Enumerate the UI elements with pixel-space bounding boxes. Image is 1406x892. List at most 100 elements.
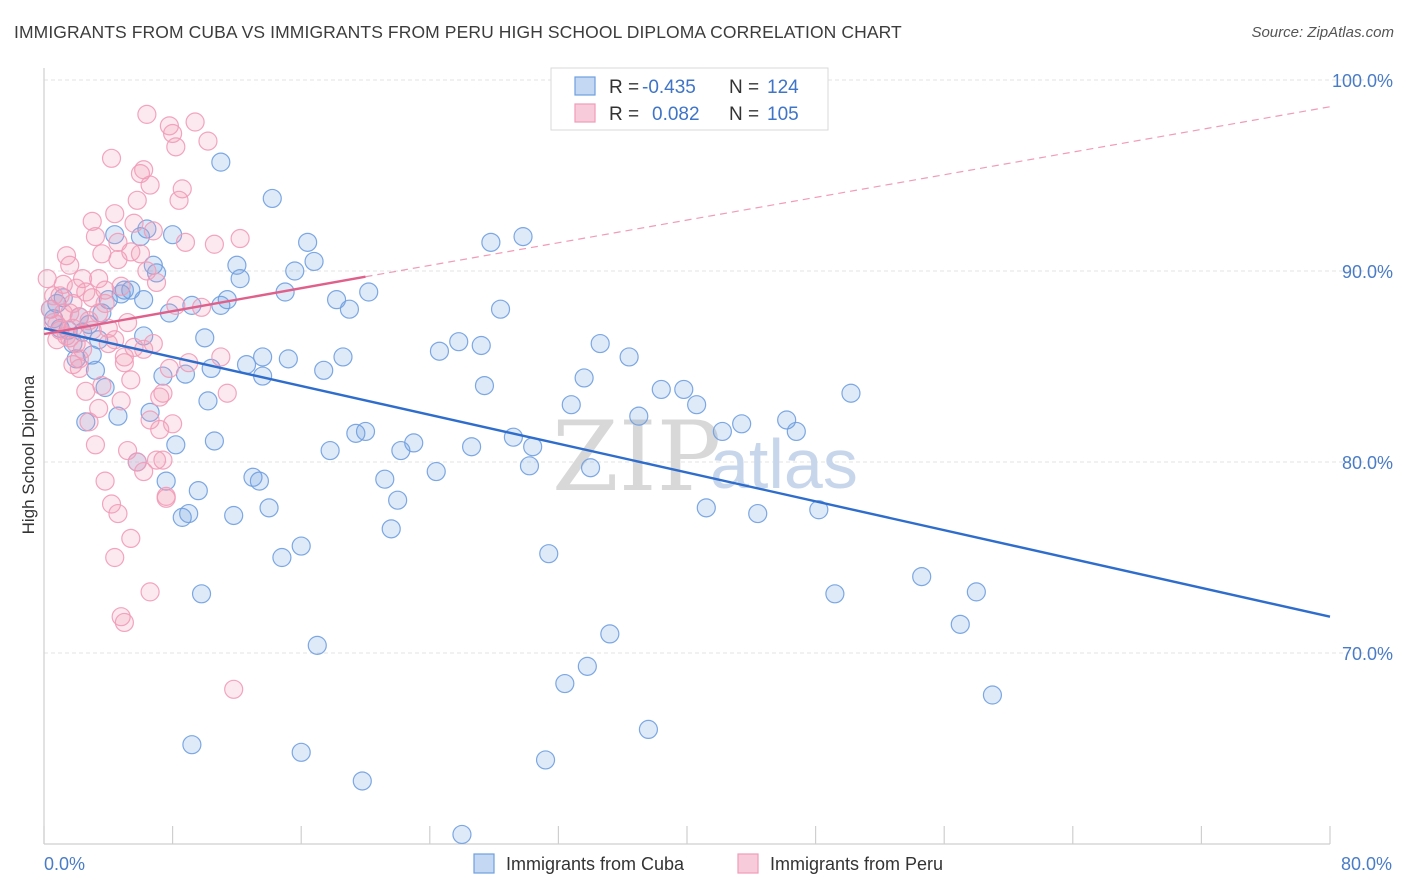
peru-point [82, 211, 102, 231]
peru-trend-extension [365, 106, 1331, 278]
cuba-point [638, 719, 659, 740]
cuba-point [519, 456, 540, 476]
peru-point [85, 435, 106, 455]
cuba-point [156, 471, 176, 491]
cuba-point [580, 458, 601, 478]
cuba-point [298, 232, 318, 252]
y-tick-label: 80.0% [1342, 453, 1393, 473]
cuba-point [236, 354, 257, 375]
peru-point [92, 376, 112, 396]
peru-point [146, 450, 167, 470]
peru-point [153, 383, 173, 403]
cuba-point [600, 624, 620, 644]
peru-point [114, 353, 134, 373]
cuba-point [449, 332, 469, 352]
cuba-point [188, 481, 208, 501]
cuba-point [140, 402, 160, 422]
cuba-point [253, 347, 273, 367]
bottom-legend-label-peru: Immigrants from Peru [770, 854, 943, 874]
cuba-point [555, 673, 575, 694]
legend-r-value-peru: 0.082 [652, 104, 700, 125]
cuba-point [278, 349, 298, 369]
peru-point [108, 503, 128, 524]
peru-point [198, 131, 218, 151]
peru-point [105, 204, 125, 224]
peru-point [66, 278, 86, 298]
peru-point [185, 112, 205, 132]
peru-point [92, 244, 112, 264]
cuba-point [503, 427, 523, 447]
peru-trend-line [43, 275, 366, 336]
cuba-point [291, 742, 311, 762]
cuba-point [179, 503, 199, 524]
peru-point [153, 450, 173, 470]
cuba-point [304, 251, 324, 272]
cuba-point [355, 421, 376, 442]
peru-point [69, 349, 89, 369]
peru-point [85, 227, 106, 247]
peru-point [224, 679, 244, 699]
peru-point [140, 175, 160, 195]
cuba-point [388, 490, 408, 510]
cuba-point [825, 584, 845, 604]
peru-point [143, 221, 163, 241]
cuba-point [307, 635, 327, 655]
series-peru-points [37, 104, 250, 699]
cuba-point [285, 261, 305, 281]
y-tick-label: 100.0% [1332, 71, 1393, 91]
cuba-point [426, 461, 446, 482]
watermark-atlas: atlas [710, 425, 858, 503]
cuba-trend-line [43, 327, 1331, 618]
cuba-point [561, 395, 581, 415]
peru-point [108, 249, 128, 270]
cuba-point [121, 280, 141, 300]
cuba-point [153, 366, 173, 386]
peru-point [44, 286, 64, 306]
peru-point [169, 190, 189, 210]
cuba-point [590, 333, 610, 354]
peru-point [166, 137, 186, 157]
bottom-legend: Immigrants from Cuba Immigrants from Per… [473, 853, 943, 874]
cuba-point [535, 750, 556, 770]
peru-point [127, 190, 147, 210]
cuba-point [198, 391, 218, 411]
cuba-point [490, 299, 511, 319]
legend-n-value-cuba: 124 [767, 77, 799, 98]
peru-point [111, 276, 131, 296]
cuba-point [404, 433, 424, 453]
peru-point [230, 228, 250, 249]
cuba-point [712, 421, 732, 442]
cuba-point [195, 328, 215, 348]
cuba-point [224, 505, 244, 526]
peru-point [140, 410, 160, 430]
axes [43, 68, 1331, 845]
cuba-point [211, 152, 231, 172]
cuba-point [191, 584, 212, 604]
cuba-point [333, 347, 353, 367]
peru-point [159, 358, 179, 379]
cuba-point [629, 406, 649, 426]
peru-point [134, 461, 154, 482]
trend-lines [43, 106, 1331, 618]
peru-point [140, 582, 160, 602]
peru-point [101, 148, 122, 168]
cuba-point [166, 435, 186, 455]
cuba-point [574, 368, 594, 388]
peru-point [137, 261, 157, 281]
cuba-point [381, 519, 401, 539]
legend-box [550, 67, 829, 131]
cuba-point [651, 379, 671, 400]
peru-point [60, 255, 80, 275]
cuba-point [259, 498, 279, 518]
legend-n-label-cuba: N = [729, 77, 759, 98]
data-points [37, 104, 1003, 845]
cuba-point [461, 437, 482, 457]
peru-point [163, 414, 183, 434]
series-cuba-points [40, 152, 1003, 845]
source-label: Source: ZipAtlas.com [1251, 24, 1394, 41]
cuba-point [481, 232, 501, 252]
peru-point [117, 312, 138, 333]
peru-point [211, 347, 231, 367]
cuba-point [339, 299, 360, 319]
